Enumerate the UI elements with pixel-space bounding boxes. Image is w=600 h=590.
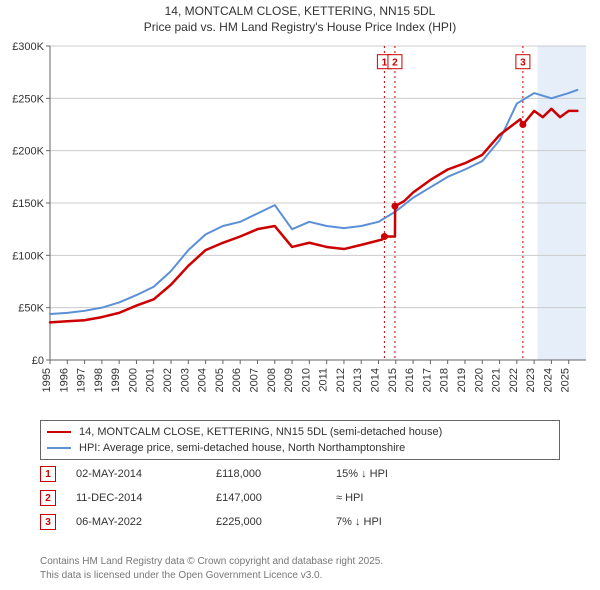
- svg-text:2011: 2011: [318, 368, 330, 392]
- svg-text:2012: 2012: [335, 368, 347, 392]
- svg-text:2: 2: [392, 58, 398, 69]
- svg-text:2025: 2025: [560, 368, 572, 392]
- sale-row: 2 11-DEC-2014£147,000≈ HPI: [40, 486, 560, 510]
- svg-text:2022: 2022: [508, 368, 520, 392]
- sale-delta: 15% ↓ HPI: [336, 468, 456, 480]
- sales-table: 1 02-MAY-2014£118,00015% ↓ HPI 2 11-DEC-201…: [40, 462, 560, 534]
- svg-text:2008: 2008: [266, 368, 278, 392]
- svg-text:£150K: £150K: [12, 198, 44, 210]
- svg-text:2020: 2020: [473, 368, 485, 392]
- price-chart-svg: £0 £50K £100K £150K £200K £250K £300K 1995 1996 1…: [10, 40, 590, 410]
- footnote: Contains HM Land Registry data © Crown c…: [40, 555, 560, 582]
- legend-swatch: [47, 447, 71, 449]
- svg-text:2000: 2000: [127, 368, 139, 392]
- svg-text:2001: 2001: [145, 368, 157, 392]
- sale-price: £147,000: [216, 492, 336, 504]
- svg-text:2007: 2007: [248, 368, 260, 392]
- svg-text:2018: 2018: [439, 368, 451, 392]
- svg-text:1996: 1996: [58, 368, 70, 392]
- svg-text:1: 1: [382, 58, 388, 69]
- svg-text:2016: 2016: [404, 368, 416, 392]
- sale-date: 02-MAY-2014: [76, 468, 216, 480]
- chart-area: £0 £50K £100K £150K £200K £250K £300K 1995 1996 1…: [10, 40, 590, 410]
- svg-text:£250K: £250K: [12, 93, 44, 105]
- svg-text:1995: 1995: [41, 368, 53, 392]
- sale-price: £225,000: [216, 516, 336, 528]
- svg-text:2017: 2017: [421, 368, 433, 392]
- svg-text:1997: 1997: [76, 368, 88, 392]
- sale-date: 11-DEC-2014: [76, 492, 216, 504]
- sale-row: 3 06-MAY-2022£225,0007% ↓ HPI: [40, 510, 560, 534]
- sale-row: 1 02-MAY-2014£118,00015% ↓ HPI: [40, 462, 560, 486]
- svg-text:2019: 2019: [456, 368, 468, 392]
- title-line-1: 14, MONTCALM CLOSE, KETTERING, NN15 5DL: [0, 4, 600, 20]
- svg-text:2002: 2002: [162, 368, 174, 392]
- sale-marker-num: 3: [40, 514, 56, 530]
- sale-price: £118,000: [216, 468, 336, 480]
- svg-text:2024: 2024: [542, 368, 554, 392]
- svg-text:£100K: £100K: [12, 250, 44, 262]
- svg-text:£200K: £200K: [12, 146, 44, 158]
- legend-row: 14, MONTCALM CLOSE, KETTERING, NN15 5DL …: [47, 424, 553, 440]
- legend-swatch: [47, 431, 71, 433]
- footnote-line-1: Contains HM Land Registry data © Crown c…: [40, 555, 560, 569]
- svg-text:2023: 2023: [525, 368, 537, 392]
- svg-text:2006: 2006: [231, 368, 243, 392]
- svg-text:2009: 2009: [283, 368, 295, 392]
- legend-box: 14, MONTCALM CLOSE, KETTERING, NN15 5DL …: [40, 420, 560, 460]
- sale-marker-num: 1: [40, 466, 56, 482]
- svg-text:2004: 2004: [197, 368, 209, 392]
- svg-text:2021: 2021: [491, 368, 503, 392]
- svg-text:2013: 2013: [352, 368, 364, 392]
- sale-date: 06-MAY-2022: [76, 516, 216, 528]
- svg-text:2014: 2014: [370, 368, 382, 392]
- svg-text:£0: £0: [32, 355, 44, 367]
- legend-label: 14, MONTCALM CLOSE, KETTERING, NN15 5DL …: [79, 426, 442, 438]
- legend-row: HPI: Average price, semi-detached house,…: [47, 440, 553, 456]
- legend-label: HPI: Average price, semi-detached house,…: [79, 442, 405, 454]
- svg-text:3: 3: [520, 58, 526, 69]
- svg-text:1998: 1998: [93, 368, 105, 392]
- svg-text:£300K: £300K: [12, 41, 44, 53]
- footnote-line-2: This data is licensed under the Open Gov…: [40, 569, 560, 583]
- sale-marker-num: 2: [40, 490, 56, 506]
- svg-text:2003: 2003: [179, 368, 191, 392]
- svg-text:1999: 1999: [110, 368, 122, 392]
- svg-text:£50K: £50K: [18, 303, 44, 315]
- sale-delta: 7% ↓ HPI: [336, 516, 456, 528]
- svg-text:2005: 2005: [214, 368, 226, 392]
- chart-title-block: 14, MONTCALM CLOSE, KETTERING, NN15 5DL …: [0, 0, 600, 35]
- svg-text:2015: 2015: [387, 368, 399, 392]
- title-line-2: Price paid vs. HM Land Registry's House …: [0, 20, 600, 36]
- sale-delta: ≈ HPI: [336, 492, 456, 504]
- svg-text:2010: 2010: [300, 368, 312, 392]
